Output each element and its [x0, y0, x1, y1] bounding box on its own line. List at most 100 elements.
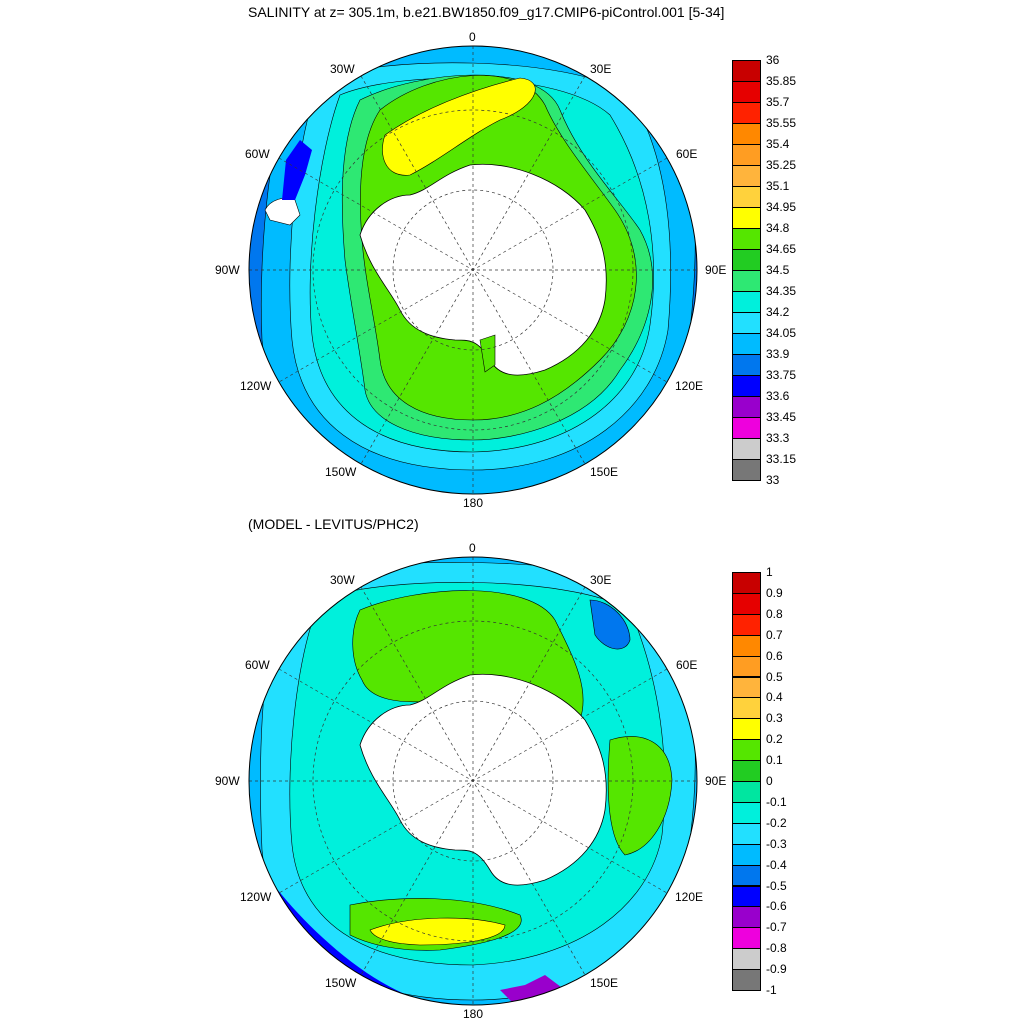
colorbar-tick-label: 34.2 — [766, 305, 790, 319]
colorbar-swatch — [732, 822, 761, 845]
colorbar-tick-label: 33.45 — [766, 410, 797, 424]
antarctica-landmass-bottom — [359, 673, 607, 886]
colorbar-tick-label: -0.4 — [766, 857, 787, 872]
colorbar-tick-label: 0.5 — [766, 669, 783, 684]
colorbar-swatch — [732, 655, 761, 678]
colorbar-swatch — [732, 572, 761, 594]
colorbar-tick-label: 34.8 — [766, 221, 790, 235]
lon-label-60w: 60W — [245, 658, 270, 672]
colorbar-swatch — [732, 186, 761, 208]
colorbar-swatch — [732, 634, 761, 657]
colorbar-swatch — [732, 906, 761, 929]
colorbar-tick-label: 0.1 — [766, 753, 783, 768]
colorbar-tick-label: 0.6 — [766, 648, 783, 663]
colorbar-swatch — [732, 676, 761, 699]
lon-label-120w: 120W — [240, 379, 272, 393]
colorbar-swatch — [732, 333, 761, 355]
colorbar-tick-label: 35.55 — [766, 116, 797, 130]
colorbar-tick-label: 0.9 — [766, 585, 783, 600]
colorbar-tick-label: -0.7 — [766, 920, 787, 935]
lon-label-150w: 150W — [325, 976, 357, 990]
lon-label-120w: 120W — [240, 890, 272, 904]
colorbar-swatch — [732, 417, 761, 439]
colorbar-tick-label: -0.8 — [766, 941, 787, 956]
colorbar-swatch — [732, 354, 761, 376]
colorbar-tick-label: 34.65 — [766, 242, 797, 256]
lon-label-30w: 30W — [330, 62, 355, 76]
lon-label-150e: 150E — [590, 976, 619, 990]
colorbar-tick-label: 35.4 — [766, 137, 790, 151]
colorbar-tick-label: 33.75 — [766, 368, 797, 382]
lon-label-150e: 150E — [590, 465, 619, 479]
colorbar-swatch — [732, 375, 761, 397]
lon-label-180: 180 — [463, 1007, 484, 1021]
colorbar-swatch — [732, 781, 761, 803]
colorbar-swatch — [732, 60, 761, 82]
colorbar-tick-label: 35.85 — [766, 74, 797, 88]
colorbar-swatch — [732, 438, 761, 460]
salinity-colorbar: 36 35.85 35.7 35.55 35.4 35.25 35.1 34.95 34.8 34… — [732, 53, 796, 487]
colorbar-swatch — [732, 592, 761, 615]
colorbar-swatch — [732, 697, 761, 720]
colorbar-swatch — [732, 843, 761, 866]
colorbar-tick-label: 0.7 — [766, 627, 783, 642]
colorbar-tick-label: 0.3 — [766, 711, 783, 726]
colorbar-tick-label: 35.1 — [766, 179, 790, 193]
colorbar-tick-label: -0.3 — [766, 836, 787, 851]
colorbar-tick-label: 34.5 — [766, 263, 790, 277]
colorbar-tick-label: -0.1 — [766, 794, 787, 809]
colorbar-tick-label: -0.6 — [766, 899, 787, 914]
lon-label-60e: 60E — [676, 658, 698, 672]
colorbar-tick-label: 34.95 — [766, 200, 797, 214]
lon-label-90e: 90E — [705, 774, 727, 788]
colorbar-tick-label: 34.35 — [766, 284, 797, 298]
colorbar-tick-label: -1 — [766, 983, 777, 997]
colorbar-tick-label: 36 — [766, 53, 780, 67]
colorbar-swatch — [732, 144, 761, 166]
colorbar-swatch — [732, 718, 761, 741]
lon-label-120e: 120E — [675, 379, 704, 393]
lon-label-30w: 30W — [330, 573, 355, 587]
colorbar-swatch — [732, 459, 761, 481]
difference-map-title: (MODEL - LEVITUS/PHC2) — [248, 516, 419, 532]
colorbar-swatch — [732, 613, 761, 636]
colorbar-swatch — [732, 207, 761, 229]
colorbar-tick-label: 0.4 — [766, 690, 783, 705]
lon-label-90w: 90W — [215, 263, 240, 277]
colorbar-tick-label: 33.9 — [766, 347, 790, 361]
colorbar-tick-label: 33.3 — [766, 431, 790, 445]
colorbar-swatch — [732, 885, 761, 908]
colorbar-swatch — [732, 165, 761, 187]
lon-label-120e: 120E — [675, 890, 704, 904]
map-title: SALINITY at z= 305.1m, b.e21.BW1850.f09_… — [248, 4, 725, 20]
colorbar-swatch — [732, 228, 761, 250]
lon-label-30e: 30E — [590, 573, 612, 587]
colorbar-tick-label: 0.8 — [766, 606, 783, 621]
colorbar-tick-label: 35.7 — [766, 95, 790, 109]
colorbar-tick-label: -0.2 — [766, 815, 787, 830]
colorbar-tick-label: 33.6 — [766, 389, 790, 403]
colorbar-swatch — [732, 864, 761, 887]
lon-label-0: 0 — [469, 30, 476, 44]
colorbar-swatch — [732, 312, 761, 334]
colorbar-swatch — [732, 396, 761, 418]
lon-label-30e: 30E — [590, 62, 612, 76]
colorbar-tick-label: 33.15 — [766, 452, 797, 466]
colorbar-tick-label: 33 — [766, 473, 780, 487]
colorbar-swatch — [732, 123, 761, 145]
colorbar-tick-label: -0.5 — [766, 878, 787, 893]
colorbar-swatch — [732, 801, 761, 824]
colorbar-swatch — [732, 760, 761, 782]
colorbar-tick-label: 34.05 — [766, 326, 797, 340]
graticule-top — [249, 46, 697, 494]
colorbar-swatch — [732, 948, 761, 971]
colorbar-tick-label: 35.25 — [766, 158, 797, 172]
difference-colorbar: 1 0.9 0.8 0.7 0.6 0.5 0.4 0.3 0.2 0.1 0 -0.1 -0.2 -0.… — [732, 565, 787, 997]
colorbar-swatch — [732, 969, 761, 991]
colorbar-tick-label: 1 — [766, 565, 773, 579]
lon-label-150w: 150W — [325, 465, 357, 479]
colorbar-tick-label: -0.9 — [766, 962, 787, 977]
colorbar-swatch — [732, 927, 761, 950]
colorbar-swatch — [732, 270, 761, 292]
lon-label-0: 0 — [469, 541, 476, 555]
